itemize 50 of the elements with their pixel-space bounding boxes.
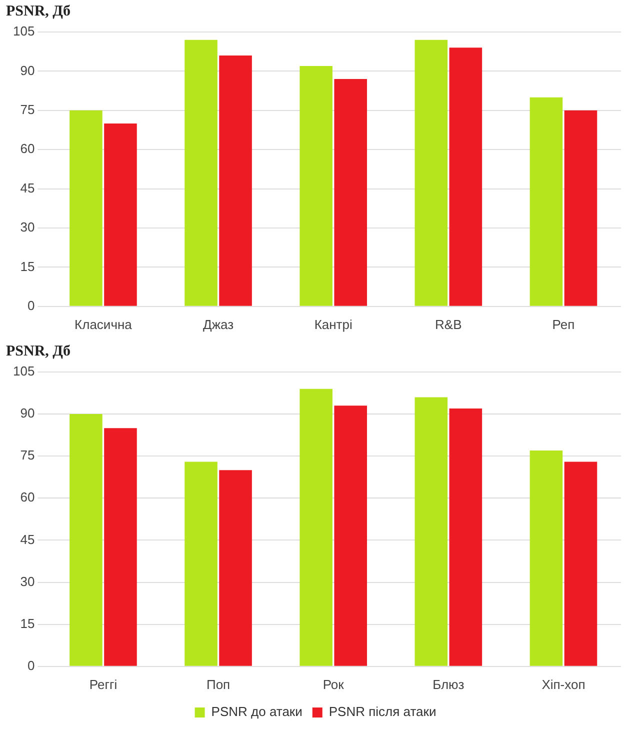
y-tick-label: 45 xyxy=(20,532,35,547)
bar xyxy=(564,110,598,306)
y-tick-label: 75 xyxy=(20,102,35,117)
y-tick-label: 90 xyxy=(20,62,35,78)
x-tick-label: Поп xyxy=(206,676,230,692)
bar xyxy=(334,79,367,306)
x-tick-label: Реггі xyxy=(89,676,118,692)
bar xyxy=(104,123,137,306)
x-tick-label: Кантрі xyxy=(314,316,352,332)
bar xyxy=(184,462,218,666)
y-tick-label: 90 xyxy=(20,406,35,421)
bar xyxy=(449,48,482,306)
bar xyxy=(300,388,332,666)
y-tick-label: 15 xyxy=(20,616,35,631)
y-tick-label: 15 xyxy=(20,258,35,274)
y-tick-label: 45 xyxy=(20,180,35,196)
bar xyxy=(70,414,102,666)
x-tick-label: Рок xyxy=(322,676,344,692)
x-tick-label: R&B xyxy=(435,316,462,332)
legend-label: PSNR до атаки xyxy=(211,704,302,720)
bar xyxy=(530,450,563,666)
bar xyxy=(184,40,218,306)
bar xyxy=(564,462,598,666)
bar xyxy=(414,40,448,306)
y-tick-label: 30 xyxy=(20,574,35,589)
y-tick-label: 105 xyxy=(12,24,35,39)
bar xyxy=(70,110,102,306)
bar xyxy=(334,406,367,666)
y-tick-label: 105 xyxy=(12,364,35,379)
y-tick-label: 60 xyxy=(20,490,35,505)
y-tick-label: 75 xyxy=(20,448,35,463)
bar xyxy=(219,470,252,666)
y-axis-title: PSNR, Дб xyxy=(6,3,70,20)
bar xyxy=(449,408,482,666)
y-tick-label: 0 xyxy=(27,298,35,313)
x-tick-label: Реп xyxy=(552,316,575,332)
bar xyxy=(104,428,137,666)
y-tick-label: 60 xyxy=(20,141,35,156)
bar xyxy=(414,397,448,666)
x-tick-label: Джаз xyxy=(203,316,234,332)
y-tick-label: 30 xyxy=(20,220,35,235)
x-tick-label: Блюз xyxy=(432,676,464,692)
x-tick-label: Класична xyxy=(74,316,133,332)
y-axis-title: PSNR, Дб xyxy=(6,343,70,360)
x-tick-label: Хіп-хоп xyxy=(542,676,586,692)
bar xyxy=(530,97,563,306)
legend-label: PSNR після атаки xyxy=(328,704,436,720)
y-tick-label: 0 xyxy=(27,658,35,673)
bar xyxy=(300,66,332,306)
bar xyxy=(219,56,252,306)
